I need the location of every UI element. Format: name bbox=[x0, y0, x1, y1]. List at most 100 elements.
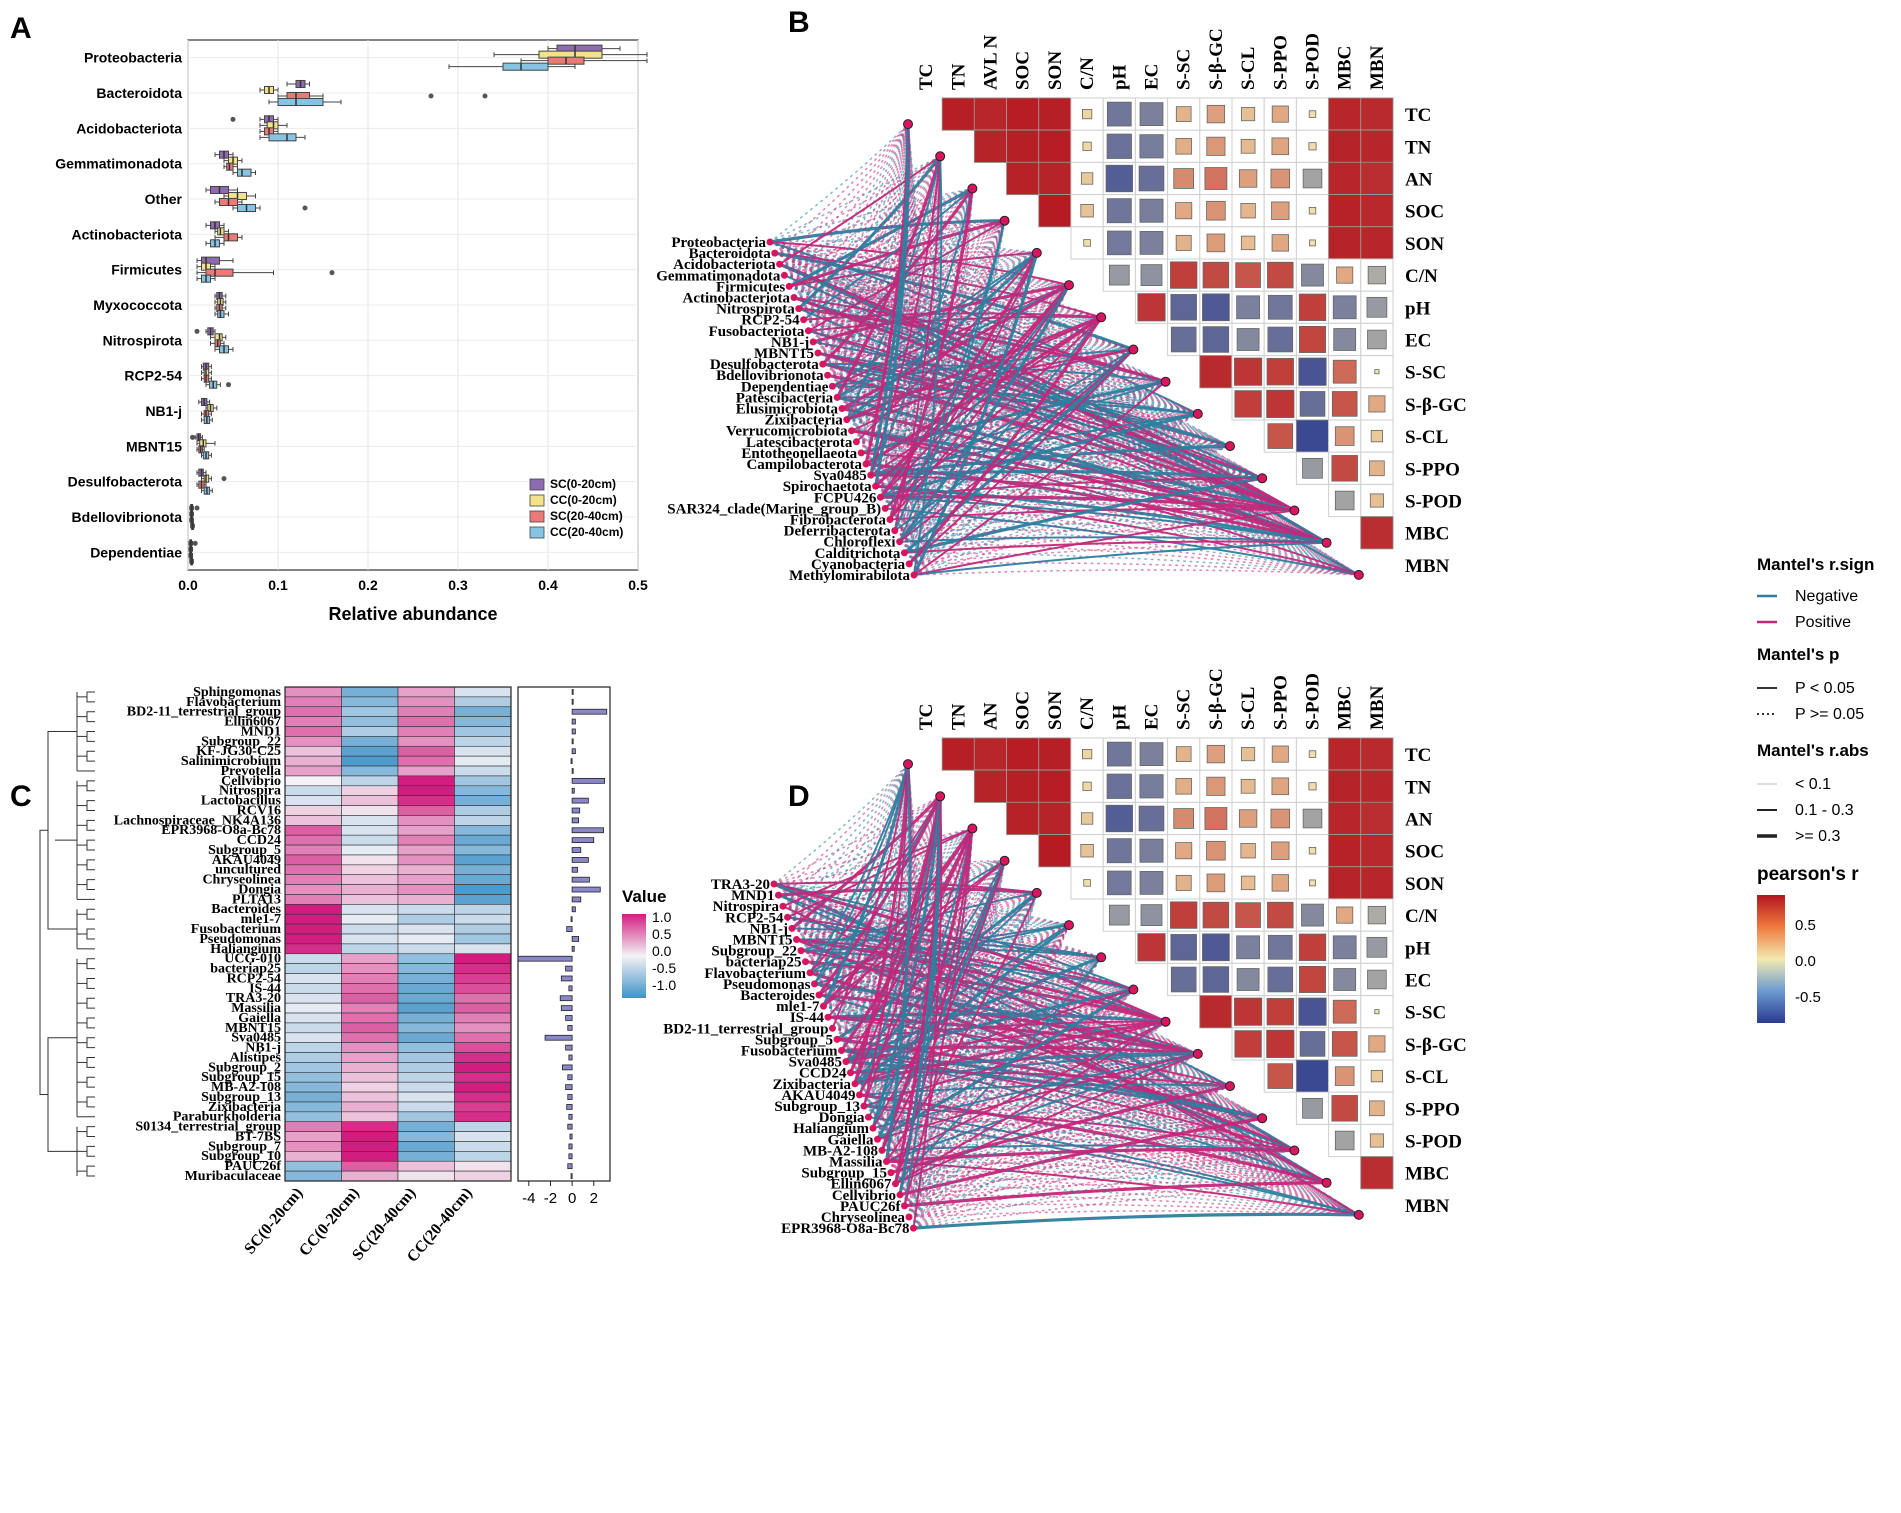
taxon-node bbox=[819, 360, 827, 368]
taxon-label-epr3968-o8a-bc78: EPR3968-O8a-Bc78 bbox=[781, 1221, 909, 1237]
mantel-link bbox=[889, 252, 1038, 521]
row-label-nitrospira: Nitrospira bbox=[219, 784, 281, 799]
dendrogram-branch bbox=[86, 1057, 95, 1068]
row-label-nb1-j: NB1-j bbox=[245, 1041, 281, 1056]
legend-title-p: Mantel's p bbox=[1757, 645, 1839, 664]
heat-cell bbox=[284, 1081, 342, 1093]
mantel-link bbox=[791, 892, 1038, 930]
corr-square bbox=[1106, 838, 1132, 864]
mantel-link bbox=[769, 123, 909, 243]
row-label-paraburkholderia: Paraburkholderia bbox=[173, 1110, 281, 1125]
corr-square bbox=[1302, 457, 1323, 479]
value-legend-tick: 0.0 bbox=[652, 943, 672, 959]
corr-square bbox=[1137, 933, 1166, 962]
mantel-link bbox=[791, 927, 1296, 1152]
row-label-subgroup-2: Subgroup_2 bbox=[208, 1060, 281, 1075]
heat-cell bbox=[284, 1062, 342, 1073]
taxon-node bbox=[847, 1069, 854, 1077]
mantel-link bbox=[774, 247, 1038, 254]
mantel-link bbox=[845, 987, 1134, 1064]
col-label-son: SON bbox=[1045, 51, 1066, 90]
corr-square bbox=[974, 129, 1008, 163]
mantel-link bbox=[822, 219, 1006, 365]
mantel-link bbox=[793, 187, 974, 299]
mantel-link bbox=[874, 284, 1071, 488]
row-label-c-n: C/N bbox=[1405, 906, 1438, 927]
panel-letter-d: D bbox=[788, 780, 810, 813]
mantel-link bbox=[836, 187, 974, 399]
x-tick-label: 0.2 bbox=[358, 577, 378, 593]
corr-square bbox=[1107, 870, 1132, 896]
corr-square bbox=[1038, 802, 1072, 836]
corr-square bbox=[1083, 239, 1091, 247]
heat-cell bbox=[397, 706, 455, 717]
corr-cell-bg bbox=[1360, 930, 1394, 964]
corr-square bbox=[1266, 389, 1295, 418]
panel-letter-b: B bbox=[788, 6, 810, 39]
corr-square bbox=[941, 737, 975, 771]
corr-square bbox=[1360, 802, 1394, 836]
mantel-link bbox=[845, 795, 941, 1063]
col-label-soc: SOC bbox=[1013, 51, 1034, 90]
taxon-label-massilia: Massilia bbox=[829, 1155, 883, 1171]
row-label-chryseolinea: Chryseolinea bbox=[202, 873, 281, 888]
mantel-link bbox=[802, 318, 1263, 480]
mantel-link bbox=[850, 380, 1167, 432]
mantel-link bbox=[885, 892, 1038, 1163]
y-tick-label: Dependentiae bbox=[90, 544, 182, 560]
row-label-muribaculaceae: Muribaculaceae bbox=[185, 1169, 281, 1184]
heat-cell bbox=[397, 864, 455, 876]
mantel-link bbox=[783, 123, 909, 277]
box-cc-20-40cm bbox=[268, 133, 297, 142]
corr-square bbox=[1267, 294, 1293, 320]
panel-a-boxplot: 0.0 0.1 0.2 0.3 0.4 0.5 Proteobacteria Bacteroi… bbox=[55, 39, 648, 624]
heat-cell bbox=[341, 963, 399, 974]
legend-negative: Negative bbox=[1795, 588, 1858, 605]
taxon-node bbox=[775, 891, 782, 899]
heat-cell bbox=[341, 1002, 399, 1014]
row-label-uncultured: uncultured bbox=[215, 863, 281, 878]
env-node bbox=[903, 759, 913, 770]
corr-square bbox=[1234, 390, 1262, 418]
corr-square bbox=[1238, 169, 1258, 188]
x-tick-label: 0.3 bbox=[448, 577, 468, 593]
taxon-label-fusobacterium: Fusobacterium bbox=[741, 1044, 838, 1060]
corr-square bbox=[1234, 1030, 1262, 1058]
mantel-link bbox=[827, 988, 1135, 1018]
mantel-link bbox=[803, 187, 974, 321]
corr-square bbox=[1108, 904, 1130, 926]
corr-square bbox=[1267, 326, 1294, 353]
mantel-link bbox=[850, 155, 941, 432]
mantel-link bbox=[894, 1149, 1296, 1185]
taxon-node bbox=[896, 538, 904, 546]
corr-square bbox=[1241, 747, 1256, 762]
corr-square bbox=[1175, 202, 1193, 220]
heat-cell bbox=[284, 874, 342, 885]
diff-bar bbox=[517, 955, 573, 962]
corr-square bbox=[1367, 329, 1387, 350]
mantel-link bbox=[872, 1085, 1231, 1129]
corr-square bbox=[974, 769, 1008, 803]
corr-square bbox=[1006, 161, 1040, 195]
corr-square bbox=[1328, 161, 1362, 195]
heat-cell bbox=[341, 745, 399, 757]
mantel-link bbox=[890, 924, 1070, 1174]
heat-cell bbox=[284, 1032, 342, 1043]
taxon-label-ccd24: CCD24 bbox=[799, 1066, 847, 1082]
heat-cell bbox=[454, 1091, 512, 1103]
taxon-node bbox=[910, 571, 918, 579]
diff-bar bbox=[566, 926, 573, 932]
mantel-link bbox=[912, 1020, 1167, 1229]
corr-square bbox=[1328, 866, 1362, 900]
taxon-label-desulfobacterota: Desulfobacterota bbox=[710, 357, 819, 373]
mantel-link bbox=[807, 219, 1006, 332]
heat-cell bbox=[397, 834, 455, 846]
mantel-link bbox=[831, 219, 1006, 388]
corr-square bbox=[1360, 516, 1394, 550]
heat-cell bbox=[454, 1111, 512, 1123]
mantel-link bbox=[831, 1018, 1167, 1030]
mantel-link bbox=[849, 1071, 1360, 1216]
mantel-link bbox=[903, 445, 1231, 554]
row-label-bd2-11-terrestrial-group: BD2-11_terrestrial_group bbox=[127, 705, 281, 720]
bar-axis-label: -4 bbox=[522, 1190, 535, 1207]
